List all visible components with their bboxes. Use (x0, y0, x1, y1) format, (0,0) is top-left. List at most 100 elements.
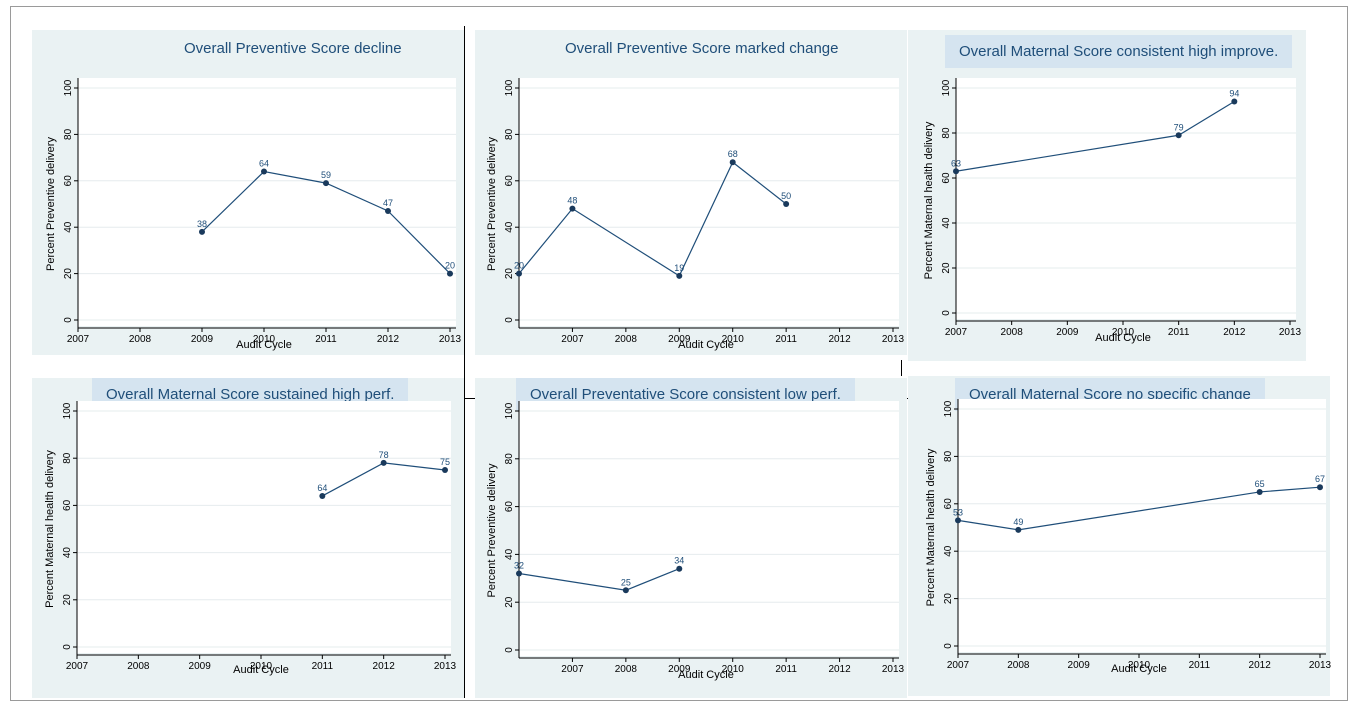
series-line (957, 486, 1321, 531)
x-tick-label: 2011 (1168, 327, 1190, 338)
chart-title: Overall Maternal Score consistent high i… (945, 35, 1293, 68)
y-tick-label: 20 (62, 594, 73, 606)
data-point (380, 459, 387, 466)
chart-panel-maternal-high-improve: Overall Maternal Score consistent high i… (908, 30, 1306, 361)
x-tick-label: 2010 (722, 334, 745, 345)
data-label: 67 (1315, 474, 1325, 484)
data-label: 64 (317, 483, 327, 493)
plot-area (519, 78, 899, 326)
y-tick-label: 100 (62, 402, 73, 419)
x-axis-title: Audit Cycle (678, 339, 734, 351)
plot-area (956, 78, 1296, 319)
x-tick-label: 2007 (945, 327, 968, 338)
x-tick-label: 2008 (129, 334, 152, 345)
data-label: 75 (440, 457, 450, 467)
data-label: 20 (514, 261, 524, 271)
y-tick-label: 100 (943, 400, 954, 417)
y-tick-label: 100 (504, 402, 515, 419)
x-tick-label: 2011 (312, 661, 334, 672)
x-tick-label: 2007 (947, 660, 970, 671)
x-tick-label: 2008 (1007, 660, 1030, 671)
x-tick-label: 2009 (1056, 327, 1079, 338)
chart-svg: 0 20 40 60 80 100 2007 2008 2009 2010 2011 2012 2013… (486, 78, 905, 351)
x-tick-label: 2008 (127, 661, 150, 672)
chart-panel-maternal-sustained-high: Overall Maternal Score sustained high pe… (32, 378, 464, 698)
x-tick-label: 2007 (67, 334, 90, 345)
x-tick-label: 2011 (315, 334, 337, 345)
data-label: 32 (514, 561, 524, 571)
x-tick-label: 2010 (253, 334, 276, 345)
plot-area (77, 401, 451, 653)
y-axis-title: Percent Maternal health delivery (925, 448, 937, 606)
x-tick-label: 2013 (439, 334, 462, 345)
y-tick-label: 80 (504, 453, 515, 465)
y-axis-title: Percent Preventive delivery (45, 137, 57, 271)
plot-area (519, 401, 899, 656)
x-tick-label: 2008 (1001, 327, 1024, 338)
x-tick-label: 2013 (1309, 660, 1332, 671)
y-axis-title: Percent Preventive delivery (486, 463, 498, 597)
data-label: 49 (1013, 517, 1023, 527)
data-label: 78 (379, 450, 389, 460)
y-tick-label: 40 (504, 221, 515, 233)
data-label: 50 (781, 191, 791, 201)
x-tick-label: 2011 (775, 334, 797, 345)
y-axis-title: Percent Maternal health delivery (923, 121, 935, 279)
y-tick-label: 0 (943, 643, 954, 649)
plot-area (78, 78, 456, 326)
y-tick-label: 60 (504, 175, 515, 187)
x-tick-label: 2010 (1128, 660, 1151, 671)
data-point (783, 201, 790, 207)
data-point (676, 272, 683, 279)
x-tick-label: 2012 (1249, 660, 1272, 671)
x-tick-label: 2012 (828, 334, 851, 345)
data-label: 25 (621, 577, 631, 587)
y-tick-label: 80 (504, 128, 515, 140)
chart-panel-preventive-decline: Overall Preventive Score decline 0 20 40 60… (32, 30, 464, 355)
x-axis-title: Audit Cycle (1095, 332, 1151, 344)
x-tick-label: 2012 (377, 334, 400, 345)
x-tick-label: 2010 (250, 661, 273, 672)
chart-title: Overall Preventive Score marked change (565, 40, 839, 57)
data-point (516, 270, 522, 277)
x-tick-label: 2007 (66, 661, 89, 672)
y-tick-label: 80 (63, 128, 74, 140)
x-tick-label: 2013 (434, 661, 457, 672)
x-tick-label: 2010 (1112, 327, 1135, 338)
x-axis-title: Audit Cycle (233, 664, 289, 676)
data-label: 94 (1229, 89, 1239, 99)
chart-panel-preventive-marked-change: Overall Preventive Score marked change 0… (475, 30, 907, 355)
data-label: 34 (674, 556, 684, 566)
y-tick-label: 40 (941, 217, 952, 229)
x-tick-label: 2009 (668, 334, 691, 345)
column-separator (464, 26, 465, 698)
x-tick-label: 2008 (615, 664, 638, 675)
column-separator (901, 360, 902, 376)
data-point (442, 467, 448, 473)
y-tick-label: 0 (504, 317, 515, 323)
y-tick-label: 40 (504, 548, 515, 560)
chart-title: Overall Preventive Score decline (184, 40, 402, 57)
x-tick-label: 2012 (828, 664, 851, 675)
chart-svg: 0 20 40 60 80 100 2007 2008 2009 2010 2011 2012 2013… (925, 399, 1332, 675)
data-label: 19 (674, 263, 684, 273)
y-tick-label: 80 (62, 452, 73, 464)
x-tick-label: 2013 (882, 334, 905, 345)
y-tick-label: 60 (941, 172, 952, 184)
row-separator (465, 398, 477, 399)
data-label: 64 (259, 159, 269, 169)
x-tick-label: 2011 (1189, 660, 1211, 671)
data-label: 63 (951, 158, 961, 168)
data-label: 68 (728, 149, 738, 159)
data-label: 38 (197, 219, 207, 229)
data-label: 48 (567, 196, 577, 206)
data-point (323, 180, 329, 187)
data-point (622, 587, 629, 594)
y-tick-label: 0 (63, 317, 74, 323)
data-point (447, 270, 453, 277)
x-tick-label: 2007 (561, 664, 584, 675)
data-label: 47 (383, 198, 393, 208)
x-tick-label: 2011 (775, 664, 797, 675)
x-tick-label: 2007 (561, 334, 584, 345)
y-tick-label: 60 (504, 501, 515, 513)
